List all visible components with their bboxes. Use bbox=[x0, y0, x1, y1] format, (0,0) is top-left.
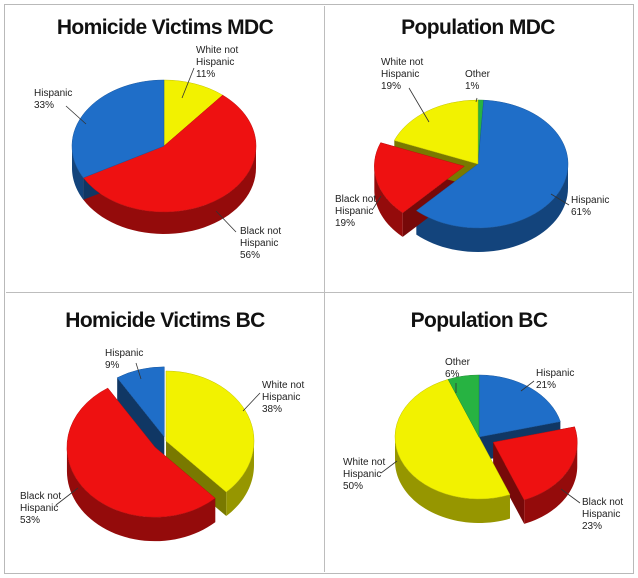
pie-svg: Homicide Victims MDC White not Hispanic 11%… bbox=[34, 16, 281, 261]
data-label-black-not-hispanic: Black not Hispanic 23% bbox=[582, 497, 623, 532]
leader-line bbox=[372, 195, 382, 210]
leader-line bbox=[475, 97, 478, 103]
leader-line bbox=[215, 210, 237, 233]
pie-svg: Population MDC Other 1% Hispanic 61% Black no… bbox=[335, 16, 609, 252]
pie-slices bbox=[71, 79, 257, 234]
pie-slice-side bbox=[66, 447, 216, 542]
data-label-hispanic: Hispanic 9% bbox=[105, 348, 143, 371]
data-label-white-not-hispanic: White not Hispanic 19% bbox=[381, 57, 423, 92]
pie-slice-hispanic bbox=[478, 374, 561, 438]
pie-chart-population-mdc: Population MDC Other 1% Hispanic 61% Black no… bbox=[325, 6, 632, 292]
pie-slice-black-not-hispanic bbox=[492, 426, 578, 501]
pie-slice-side bbox=[72, 146, 84, 200]
pie-chart-population-bc: Population BC Hispanic 21% Black not Hispani… bbox=[325, 293, 632, 572]
pie-slices bbox=[394, 374, 578, 524]
pie-slice-side bbox=[416, 164, 568, 252]
pie-slice-side bbox=[374, 166, 403, 237]
leader-line bbox=[65, 105, 87, 125]
pie-slice-side bbox=[395, 437, 510, 523]
pie-chart-homicide-victims-bc: Homicide Victims BC White not Hispanic 38% B… bbox=[6, 293, 324, 572]
pie-slice-white-not-hispanic bbox=[165, 370, 255, 493]
pie-slice-hispanic bbox=[71, 79, 165, 179]
data-label-hispanic: Hispanic 21% bbox=[536, 368, 574, 391]
leader-line bbox=[55, 487, 79, 506]
pie-slice-hispanic bbox=[116, 366, 165, 438]
pie-slice-white-not-hispanic bbox=[393, 99, 479, 165]
pie-slice-black-not-hispanic bbox=[66, 387, 216, 518]
vertical-divider bbox=[324, 6, 325, 572]
leader-line bbox=[520, 380, 535, 392]
leader-line bbox=[408, 87, 430, 123]
leader-line bbox=[560, 488, 581, 504]
data-label-black-not-hispanic: Black not Hispanic 19% bbox=[335, 194, 376, 229]
chart-title: Population MDC bbox=[401, 16, 555, 39]
leader-line bbox=[380, 460, 398, 474]
data-label-hispanic: Hispanic 33% bbox=[34, 88, 72, 111]
data-label-white-not-hispanic: White not Hispanic 50% bbox=[343, 457, 385, 492]
leader-line bbox=[181, 67, 195, 99]
pie-slice-side bbox=[524, 442, 578, 524]
pie-svg: Population BC Hispanic 21% Black not Hispani… bbox=[343, 309, 623, 532]
data-label-other: Other 1% bbox=[465, 69, 491, 92]
pie-slice-edge bbox=[117, 377, 165, 461]
pie-slice-white-not-hispanic bbox=[394, 379, 511, 500]
pie-slice-black-not-hispanic bbox=[82, 94, 257, 213]
pie-slice-side bbox=[83, 146, 256, 234]
horizontal-divider bbox=[6, 292, 632, 293]
pie-chart-homicide-victims-mdc: Homicide Victims MDC White not Hispanic 11%… bbox=[6, 6, 324, 292]
data-label-black-not-hispanic: Black not Hispanic 56% bbox=[240, 226, 281, 261]
data-label-white-not-hispanic: White not Hispanic 38% bbox=[262, 380, 304, 415]
data-label-other: Other 6% bbox=[445, 357, 471, 380]
chart-title: Population BC bbox=[411, 309, 548, 332]
pie-slices bbox=[374, 99, 569, 252]
pie-slices bbox=[66, 366, 255, 542]
leader-line bbox=[242, 392, 261, 412]
data-label-hispanic: Hispanic 61% bbox=[571, 195, 609, 218]
data-label-black-not-hispanic: Black not Hispanic 53% bbox=[20, 491, 61, 526]
chart-title: Homicide Victims MDC bbox=[57, 16, 274, 39]
chart-title: Homicide Victims BC bbox=[65, 309, 265, 332]
pie-slice-edge bbox=[493, 442, 525, 524]
pie-slice-black-not-hispanic bbox=[374, 142, 465, 214]
pie-slice-side bbox=[226, 441, 254, 517]
pie-slice-hispanic bbox=[415, 99, 569, 229]
leader-line bbox=[550, 193, 570, 206]
leader-line bbox=[135, 362, 142, 380]
data-label-white-not-hispanic: White not Hispanic 11% bbox=[196, 45, 238, 80]
pie-svg: Homicide Victims BC White not Hispanic 38% B… bbox=[20, 309, 304, 542]
